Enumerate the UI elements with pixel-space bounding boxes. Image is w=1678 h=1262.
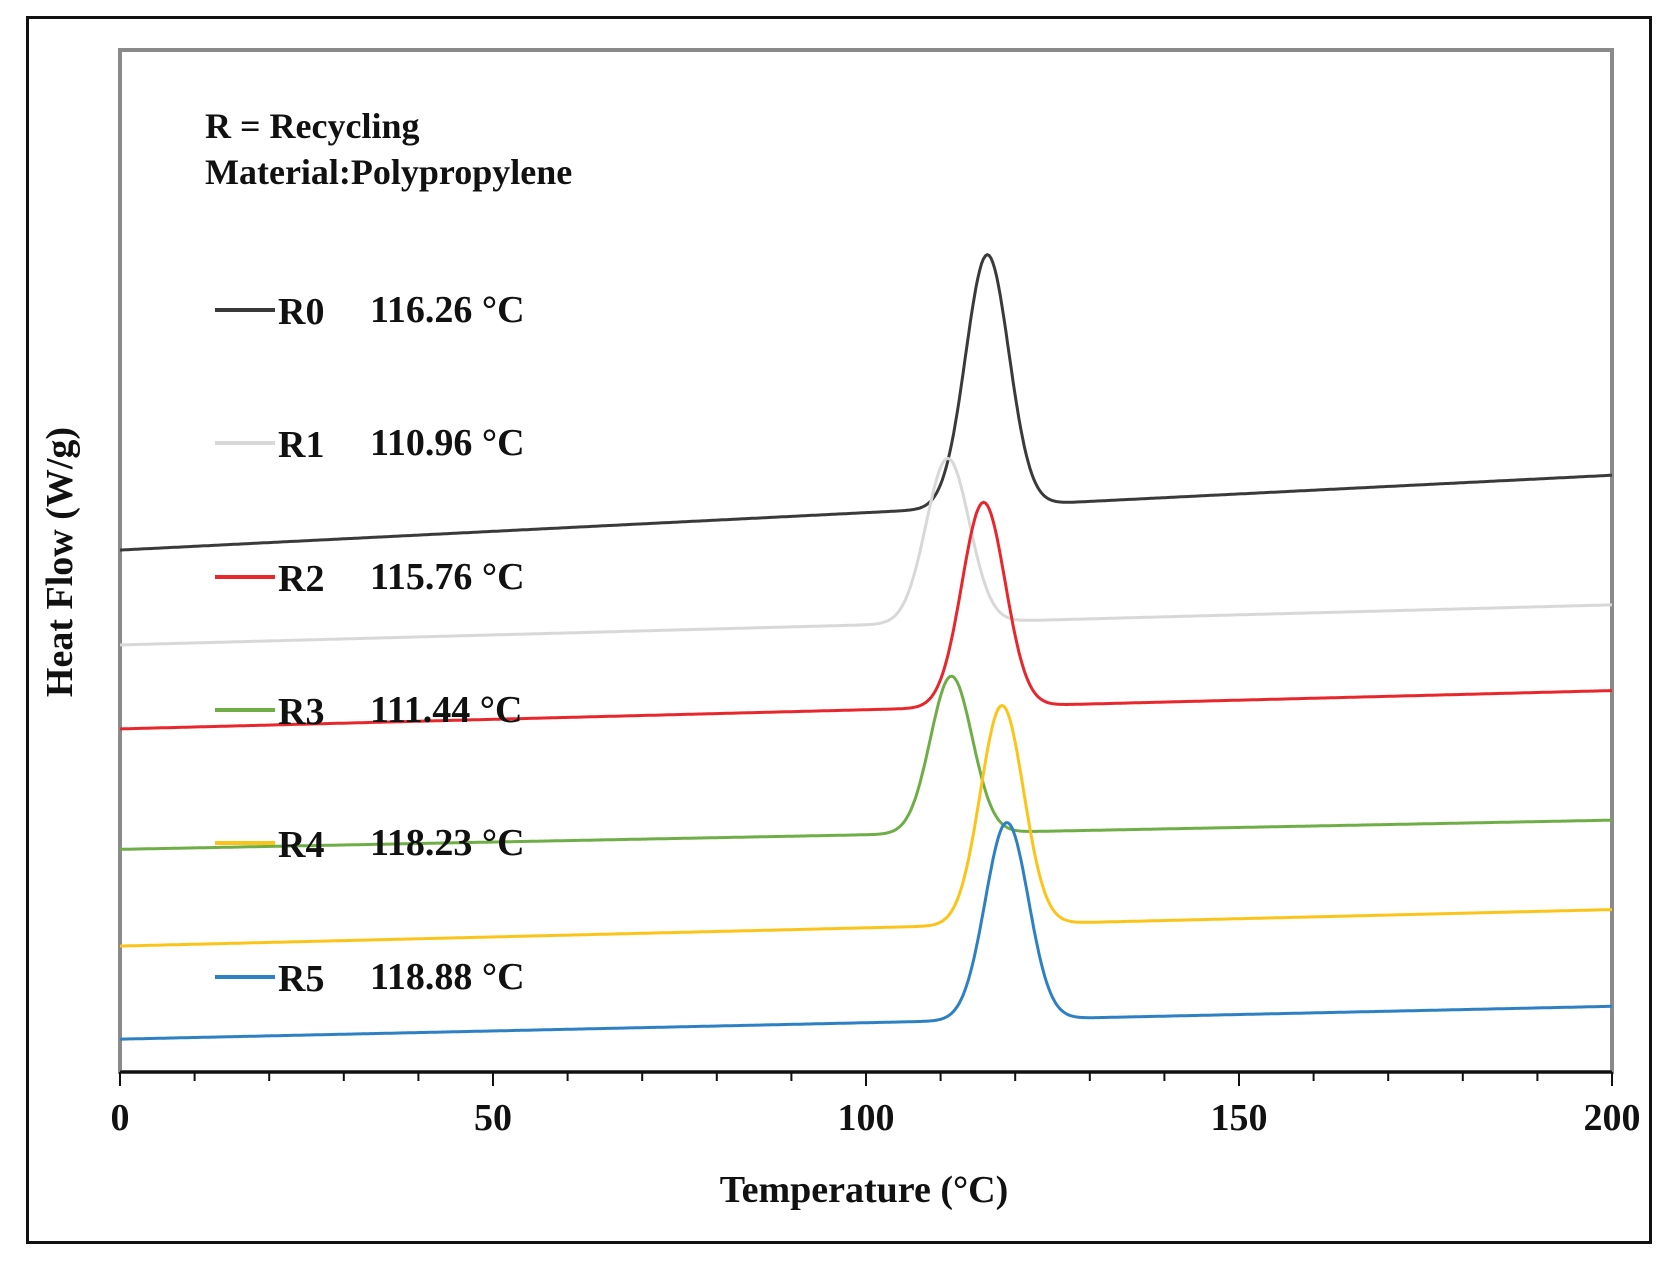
series-line-r4	[119, 703, 1612, 948]
legend-name-r3: R3	[278, 691, 324, 733]
legend-peak-r3: 111.44 °C	[370, 689, 522, 731]
annotation-line1: R = Recycling	[205, 106, 419, 146]
x-tick-label: 150	[1211, 1097, 1268, 1139]
x-tick-label: 200	[1584, 1097, 1641, 1139]
series-line-r2	[120, 500, 1612, 731]
annotation-line2: Material:Polypropylene	[205, 152, 572, 192]
plot-border	[118, 48, 1614, 1074]
y-axis-label: Heat Flow (W/g)	[39, 427, 81, 697]
chart-frame	[26, 16, 1652, 1244]
legend-peak-r1: 110.96 °C	[370, 422, 525, 464]
series-line-r5	[119, 821, 1612, 1041]
plot-area	[118, 48, 1614, 1074]
series-line-r3	[119, 674, 1613, 851]
legend-peak-r2: 115.76 °C	[370, 556, 525, 598]
legend: R0 116.26 °C R1 110.96 °C R2 115.76 °C R3 111.4…	[215, 289, 525, 1000]
series-line-r1	[119, 456, 1613, 647]
x-tick-label: 50	[474, 1097, 512, 1139]
legend-name-r0: R0	[278, 291, 324, 333]
legend-name-r2: R2	[278, 558, 324, 600]
x-tick-label: 100	[838, 1097, 895, 1139]
legend-name-r4: R4	[278, 824, 324, 866]
x-axis-label: Temperature (°C)	[720, 1169, 1009, 1211]
x-tick-label: 0	[111, 1097, 130, 1139]
legend-name-r1: R1	[278, 424, 324, 466]
legend-peak-r4: 118.23 °C	[370, 822, 525, 864]
x-axis: 0 50 100 150 200	[111, 1070, 1641, 1139]
series-layer	[119, 253, 1613, 1041]
series-line-r0	[120, 253, 1613, 552]
legend-name-r5: R5	[278, 958, 324, 1000]
legend-peak-r0: 116.26 °C	[370, 289, 525, 331]
legend-peak-r5: 118.88 °C	[370, 956, 525, 998]
